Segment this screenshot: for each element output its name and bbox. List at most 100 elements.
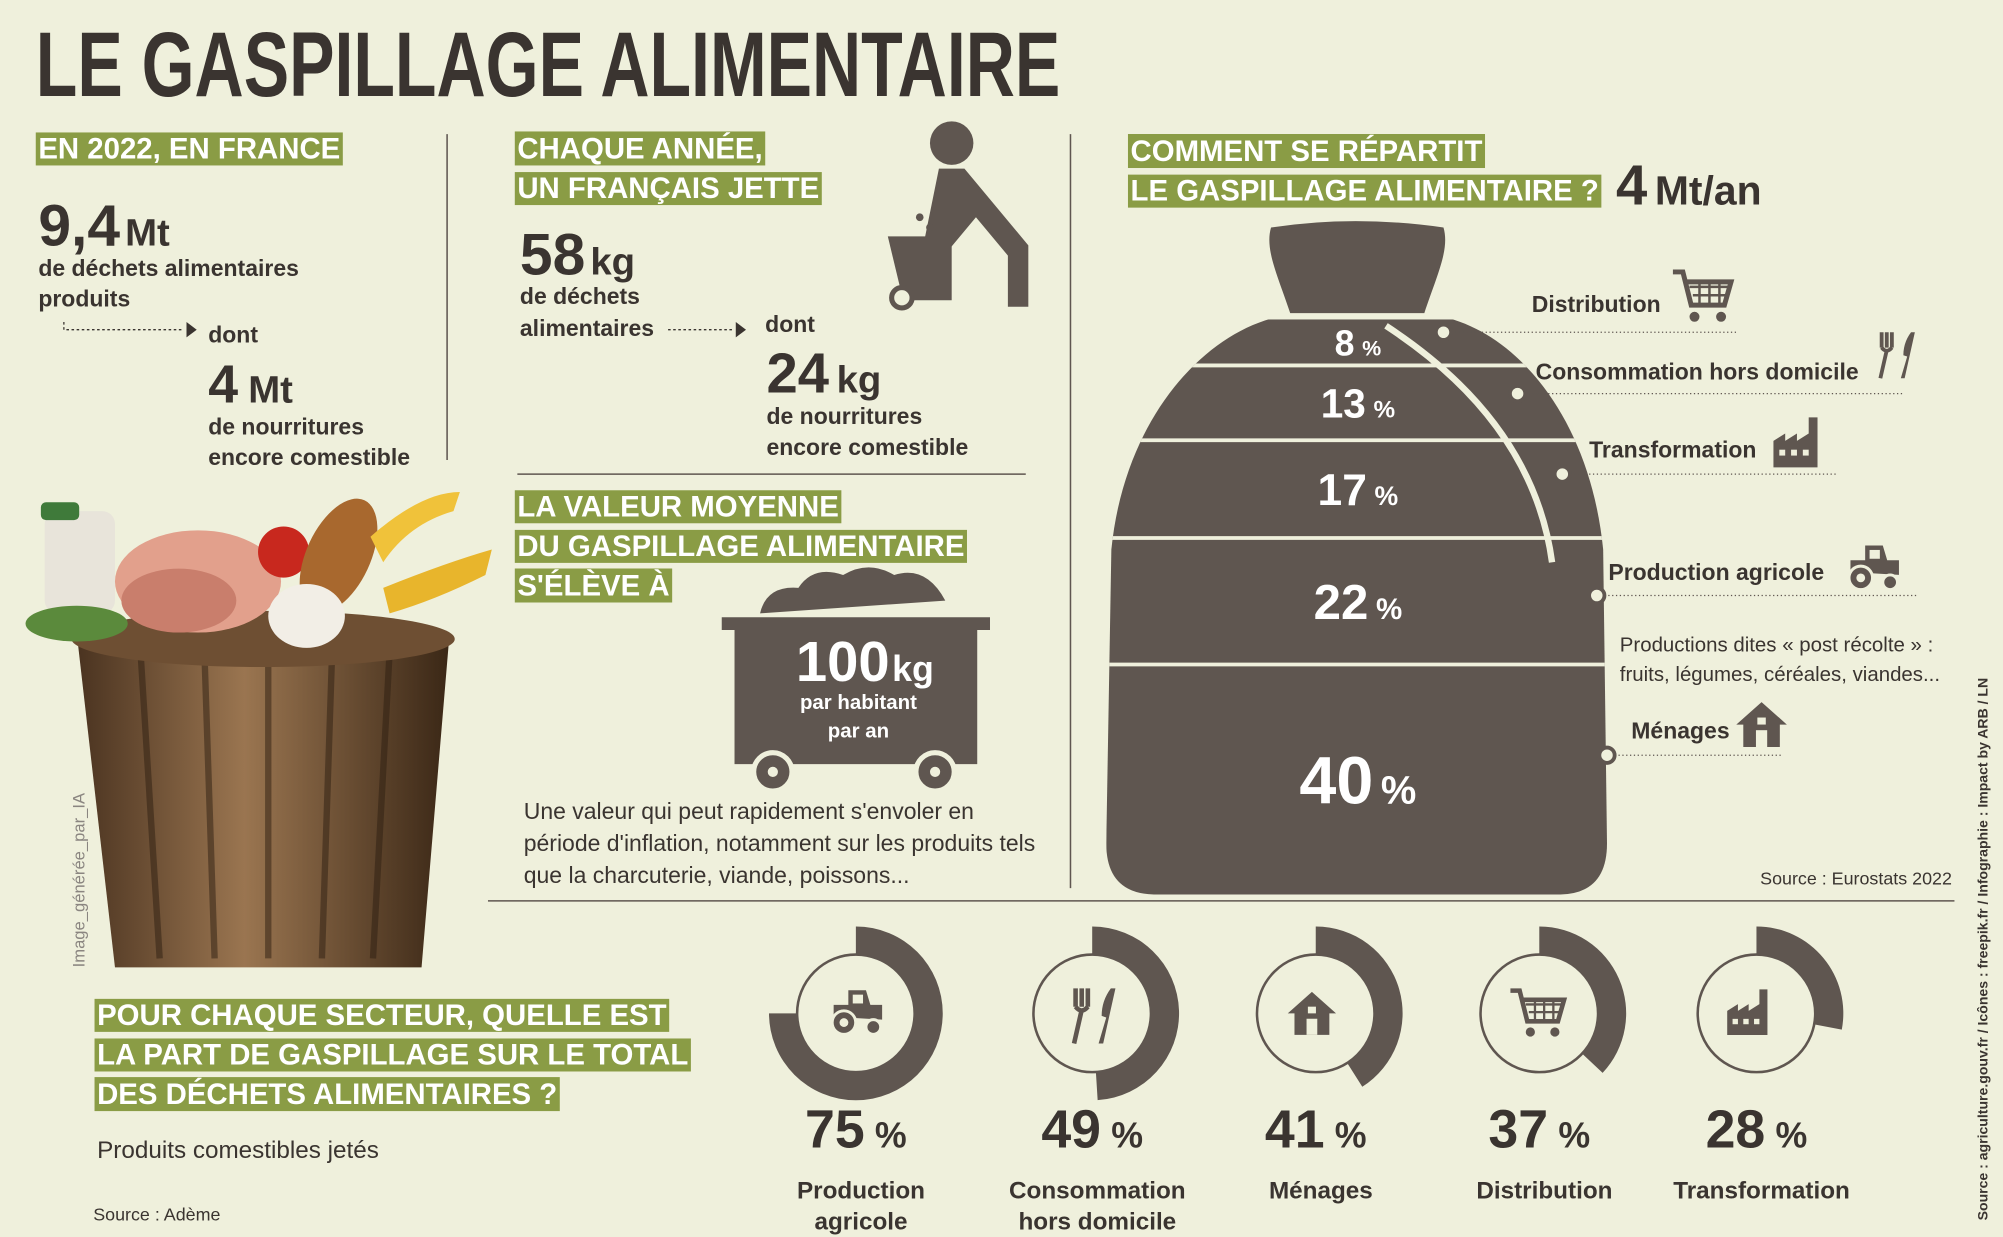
value: 8 bbox=[1335, 323, 1355, 363]
donut-ring bbox=[1032, 953, 1153, 1074]
leader-dot bbox=[1552, 464, 1572, 484]
bag-value: 13% bbox=[1321, 380, 1395, 426]
heading: POUR CHAQUE SECTEUR, QUELLE EST bbox=[97, 999, 667, 1032]
donut-value: 37% bbox=[1488, 1100, 1590, 1160]
donut-arc bbox=[1539, 926, 1627, 1073]
figure: 4 Mt bbox=[208, 355, 293, 415]
label: par an bbox=[828, 719, 889, 742]
label: de nourritures bbox=[766, 403, 922, 429]
arrow-head bbox=[186, 322, 197, 338]
source: Source : Eurostats 2022 bbox=[1760, 868, 1952, 888]
label: alimentaires bbox=[520, 315, 654, 341]
donut-name: hors domicile bbox=[1018, 1208, 1176, 1235]
note: période d'inflation, notamment sur les p… bbox=[524, 830, 1035, 856]
bag-band bbox=[1106, 664, 1607, 895]
photo-credit: Image_générée_par_IA bbox=[69, 792, 88, 967]
unit: % bbox=[1381, 768, 1416, 812]
unit: % bbox=[1362, 336, 1381, 360]
heading-highlight bbox=[94, 1038, 691, 1072]
heading-highlight bbox=[1127, 134, 1486, 169]
donut-arc bbox=[769, 926, 943, 1101]
leader-dot bbox=[1507, 384, 1528, 404]
donut-name: Distribution bbox=[1476, 1178, 1612, 1205]
label: produits bbox=[38, 286, 130, 312]
bag-band bbox=[1106, 440, 1607, 538]
heading-highlight bbox=[94, 998, 670, 1032]
bag-neck bbox=[1269, 221, 1446, 314]
figure: 58 kg bbox=[520, 223, 635, 288]
heading: COMMENT SE RÉPARTIT bbox=[1131, 134, 1483, 168]
donut-name: Consommation bbox=[1009, 1178, 1186, 1205]
figure: 4 Mt/an bbox=[1616, 153, 1762, 216]
bag-band bbox=[1106, 537, 1607, 665]
donut-value: 41% bbox=[1265, 1100, 1367, 1160]
heading-highlight bbox=[35, 132, 343, 166]
value: 37 bbox=[1488, 1100, 1548, 1160]
unit: % bbox=[1375, 481, 1399, 511]
donut-name: Production bbox=[797, 1178, 925, 1205]
sector-name: Consommation hors domicile bbox=[1536, 359, 1859, 385]
source: Source : Adème bbox=[93, 1204, 220, 1224]
heading: CHAQUE ANNÉE, bbox=[517, 131, 762, 165]
value: 41 bbox=[1265, 1100, 1325, 1160]
leader-dot bbox=[1597, 745, 1617, 765]
heading: UN FRANÇAIS JETTE bbox=[517, 172, 819, 205]
credits: Source : agriculture.gouv.fr / Icônes : … bbox=[1975, 678, 1991, 1221]
label: de nourritures bbox=[208, 413, 364, 439]
donut-arc bbox=[1315, 926, 1403, 1087]
bag-value: 40% bbox=[1299, 744, 1416, 818]
figure: 100kg bbox=[796, 630, 934, 693]
note: Une valeur qui peut rapidement s'envoler… bbox=[524, 798, 974, 824]
unit: % bbox=[1558, 1116, 1590, 1156]
sector-name: Ménages bbox=[1631, 718, 1729, 744]
donut-value: 75% bbox=[805, 1100, 907, 1160]
heading: LE GASPILLAGE ALIMENTAIRE ? bbox=[1131, 175, 1599, 208]
donut-value: 49% bbox=[1041, 1100, 1143, 1160]
heading-highlight bbox=[514, 131, 766, 166]
unit: % bbox=[1776, 1116, 1808, 1156]
donut-name: Ménages bbox=[1269, 1178, 1373, 1205]
sector-name: Production agricole bbox=[1608, 559, 1824, 585]
label: par habitant bbox=[800, 691, 917, 714]
heading: DU GASPILLAGE ALIMENTAIRE bbox=[517, 530, 964, 563]
dividers bbox=[446, 134, 1955, 902]
sector-name: Distribution bbox=[1532, 291, 1661, 317]
sector-note: Productions dites « post récolte » : bbox=[1620, 634, 1934, 657]
heading: DES DÉCHETS ALIMENTAIRES ? bbox=[97, 1077, 557, 1111]
donut-arc bbox=[1092, 926, 1180, 1101]
value: 22 bbox=[1314, 575, 1369, 630]
subtitle: Produits comestibles jetés bbox=[97, 1137, 379, 1164]
sector-note: fruits, légumes, céréales, viandes... bbox=[1620, 663, 1940, 686]
donut-ring bbox=[1479, 953, 1600, 1074]
label: encore comestible bbox=[766, 434, 968, 460]
heading: LA VALEUR MOYENNE bbox=[517, 490, 838, 523]
heading-highlight bbox=[1127, 174, 1602, 208]
value: 13 bbox=[1321, 380, 1366, 426]
heading-highlight bbox=[514, 490, 842, 524]
title: LE GASPILLAGE ALIMENTAIRE bbox=[36, 14, 1060, 116]
value: 49 bbox=[1041, 1100, 1101, 1160]
note: que la charcuterie, viande, poissons... bbox=[524, 862, 910, 888]
value: 17 bbox=[1318, 466, 1367, 515]
sector-name: Transformation bbox=[1589, 436, 1756, 462]
trash-photo bbox=[25, 491, 492, 968]
bag-highlight bbox=[1384, 323, 1556, 563]
heading-highlight bbox=[514, 172, 822, 206]
heading-highlight bbox=[514, 529, 967, 563]
donut-name: agricole bbox=[814, 1208, 907, 1235]
heading: LA PART DE GASPILLAGE SUR LE TOTAL bbox=[97, 1038, 688, 1071]
figure: 9,4 Mt bbox=[38, 193, 170, 258]
heading-highlight bbox=[514, 568, 673, 603]
unit: % bbox=[1373, 396, 1395, 423]
bag-value: 8% bbox=[1335, 323, 1382, 363]
arrow bbox=[63, 322, 182, 331]
value: 28 bbox=[1706, 1100, 1766, 1160]
donut-icons bbox=[830, 988, 1768, 1043]
label: dont bbox=[208, 321, 258, 347]
unit: % bbox=[1376, 593, 1402, 626]
leader-dot bbox=[1587, 585, 1607, 606]
label: de déchets bbox=[520, 283, 640, 309]
person-icon bbox=[887, 121, 1029, 311]
bag-value: 22% bbox=[1314, 575, 1403, 630]
